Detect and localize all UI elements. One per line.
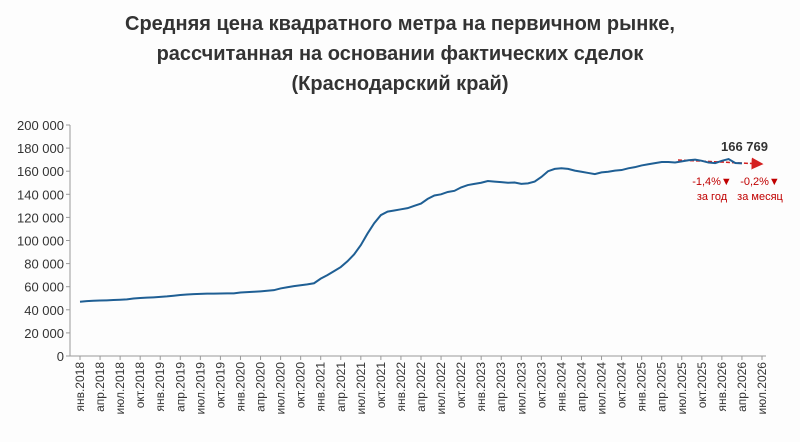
- x-tick-label: июл.2025: [675, 362, 689, 415]
- annotation: за месяц: [737, 191, 783, 203]
- annotation: -0,2%▼: [740, 176, 780, 188]
- x-tick-label: янв.2018: [73, 362, 87, 412]
- annotation: -1,4%▼: [692, 176, 732, 188]
- x-tick-label: окт.2021: [374, 362, 388, 409]
- y-tick-label: 0: [57, 349, 64, 364]
- chart-title: Средняя цена квадратного метра на первич…: [125, 13, 675, 35]
- x-tick-label: янв.2020: [233, 362, 247, 412]
- annotation: за год: [697, 191, 728, 203]
- x-tick-label: янв.2023: [474, 362, 488, 412]
- x-tick-label: янв.2021: [314, 362, 328, 412]
- x-tick-label: янв.2019: [153, 362, 167, 412]
- x-tick-label: июл.2020: [274, 362, 288, 415]
- y-tick-label: 140 000: [17, 187, 64, 202]
- y-tick-label: 160 000: [17, 164, 64, 179]
- x-tick-label: янв.2025: [635, 362, 649, 412]
- x-tick-label: окт.2022: [454, 362, 468, 409]
- x-tick-label: окт.2020: [294, 362, 308, 409]
- y-tick-label: 80 000: [24, 257, 64, 272]
- x-tick-label: апр.2024: [574, 362, 588, 412]
- x-tick-label: апр.2022: [414, 362, 428, 412]
- y-tick-label: 60 000: [24, 280, 64, 295]
- y-tick-label: 180 000: [17, 141, 64, 156]
- y-tick-label: 200 000: [17, 118, 64, 133]
- y-tick-label: 120 000: [17, 210, 64, 225]
- chart-title: рассчитанная на основании фактических сд…: [157, 43, 645, 65]
- x-tick-label: окт.2019: [213, 362, 227, 409]
- x-tick-label: окт.2023: [534, 362, 548, 409]
- x-tick-label: апр.2026: [735, 362, 749, 412]
- x-tick-label: апр.2019: [173, 362, 187, 412]
- x-tick-label: апр.2018: [93, 362, 107, 412]
- x-tick-label: июл.2026: [755, 362, 769, 415]
- y-tick-label: 20 000: [24, 326, 64, 341]
- x-tick-label: июл.2019: [193, 362, 207, 415]
- chart-title: (Краснодарский край): [292, 73, 509, 95]
- x-tick-label: окт.2024: [615, 362, 629, 409]
- x-tick-label: окт.2018: [133, 362, 147, 409]
- x-tick-label: янв.2026: [715, 362, 729, 412]
- x-tick-label: июл.2023: [514, 362, 528, 415]
- x-tick-label: окт.2025: [695, 362, 709, 409]
- x-tick-label: апр.2023: [494, 362, 508, 412]
- data-line: [79, 157, 742, 303]
- x-tick-label: янв.2024: [554, 362, 568, 412]
- x-tick-label: июл.2024: [595, 362, 609, 415]
- x-tick-label: июл.2021: [354, 362, 368, 415]
- y-tick-label: 100 000: [17, 234, 64, 249]
- x-tick-label: апр.2025: [655, 362, 669, 412]
- y-tick-label: 40 000: [24, 303, 64, 318]
- x-tick-label: апр.2020: [254, 362, 268, 412]
- x-tick-label: июл.2022: [434, 362, 448, 415]
- x-tick-label: июл.2018: [113, 362, 127, 415]
- last-value-label: 166 769: [721, 139, 768, 154]
- x-tick-label: апр.2021: [334, 362, 348, 412]
- x-tick-label: янв.2022: [394, 362, 408, 412]
